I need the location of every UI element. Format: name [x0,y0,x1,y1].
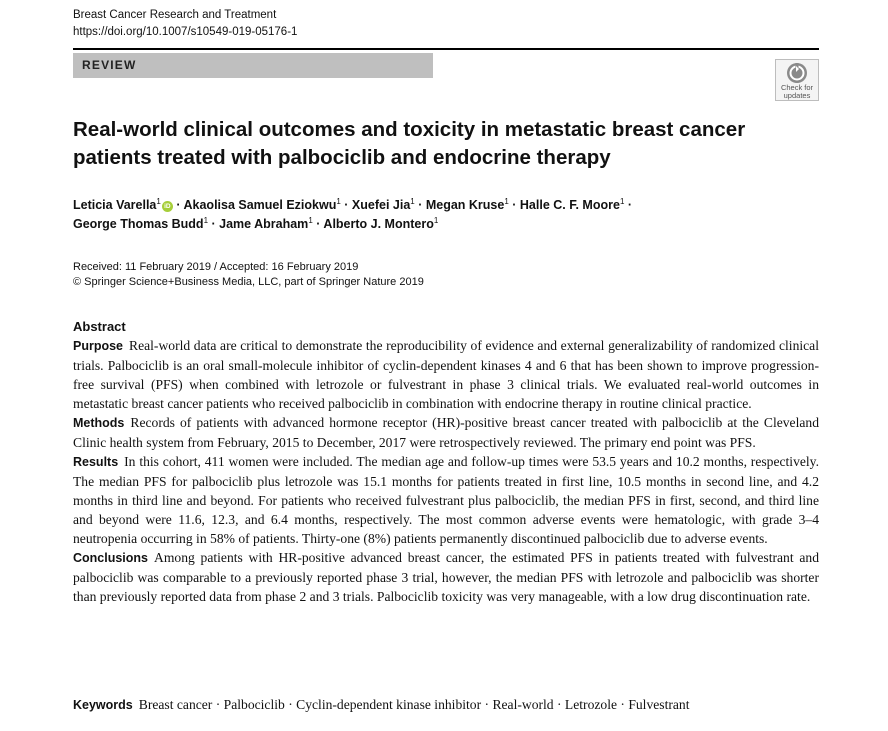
title-line-2: patients treated with palbociclib and en… [73,146,611,169]
results-label: Results [73,455,119,469]
abstract-conclusions: Conclusions Among patients with HR-positi… [73,548,819,606]
author-name[interactable]: Halle C. F. Moore [519,198,620,212]
check-updates-line1: Check for [780,83,814,92]
copyright-line: © Springer Science+Business Media, LLC, … [73,276,424,288]
methods-text: Records of patients with advanced hormon… [73,415,819,450]
article-title: Real-world clinical outcomes and toxicit… [73,116,793,172]
conclusions-text: Among patients with HR-positive advanced… [73,550,819,604]
affiliation-mark: 1 [504,197,509,206]
purpose-label: Purpose [73,339,124,353]
methods-label: Methods [73,416,125,430]
abstract-methods: Methods Records of patients with advanced… [73,413,819,452]
received-accepted: Received: 11 February 2019 / Accepted: 1… [73,261,359,273]
orcid-icon[interactable]: iD [161,201,173,212]
author-name[interactable]: Alberto J. Montero [323,217,434,231]
affiliation-mark: 1 [619,197,625,206]
affiliation-mark: 1 [410,197,415,206]
affiliation-mark: 1 [308,216,313,225]
author-name[interactable]: Megan Kruse [425,198,505,212]
author-name[interactable]: George Thomas Budd [73,217,204,231]
affiliation-mark: 1 [156,197,161,206]
author-name[interactable]: Akaolisa Samuel Eziokwu [183,198,337,212]
header-rule [73,48,819,50]
abstract-heading: Abstract [73,319,126,334]
abstract-results: Results In this cohort, 411 women were in… [73,452,819,548]
affiliation-mark: 1 [433,216,439,225]
doi-link[interactable]: https://doi.org/10.1007/s10549-019-05176… [73,26,298,38]
author-name[interactable]: Leticia Varella [73,198,157,212]
author-name[interactable]: Xuefei Jia [351,198,411,212]
conclusions-label: Conclusions [73,551,149,565]
purpose-text: Real-world data are critical to demonstr… [73,338,819,411]
check-for-updates-button[interactable]: Check for updates [775,59,819,101]
author-list: Leticia Varella1iD · Akaolisa Samuel Ezi… [73,197,633,232]
check-updates-icon [787,63,807,83]
abstract-purpose: Purpose Real-world data are critical to d… [73,336,819,413]
check-updates-line2: updates [783,91,811,100]
affiliation-mark: 1 [336,197,341,206]
journal-header: Breast Cancer Research and Treatment htt… [73,7,297,41]
keywords-list: Breast cancer · Palbociclib · Cyclin-dep… [138,697,690,712]
affiliation-mark: 1 [203,216,209,225]
title-line-1: Real-world clinical outcomes and toxicit… [73,118,746,141]
keywords-section: Keywords Breast cancer · Palbociclib · Cy… [73,695,819,715]
keywords-label: Keywords [73,698,133,712]
abstract-section: Abstract Purpose Real-world data are crit… [73,318,819,606]
article-dates: Received: 11 February 2019 / Accepted: 1… [73,260,424,290]
author-name[interactable]: Jame Abraham [219,217,309,231]
article-type-banner: REVIEW [73,53,433,78]
results-text: In this cohort, 411 women were included.… [73,454,819,546]
journal-name: Breast Cancer Research and Treatment [73,9,277,21]
